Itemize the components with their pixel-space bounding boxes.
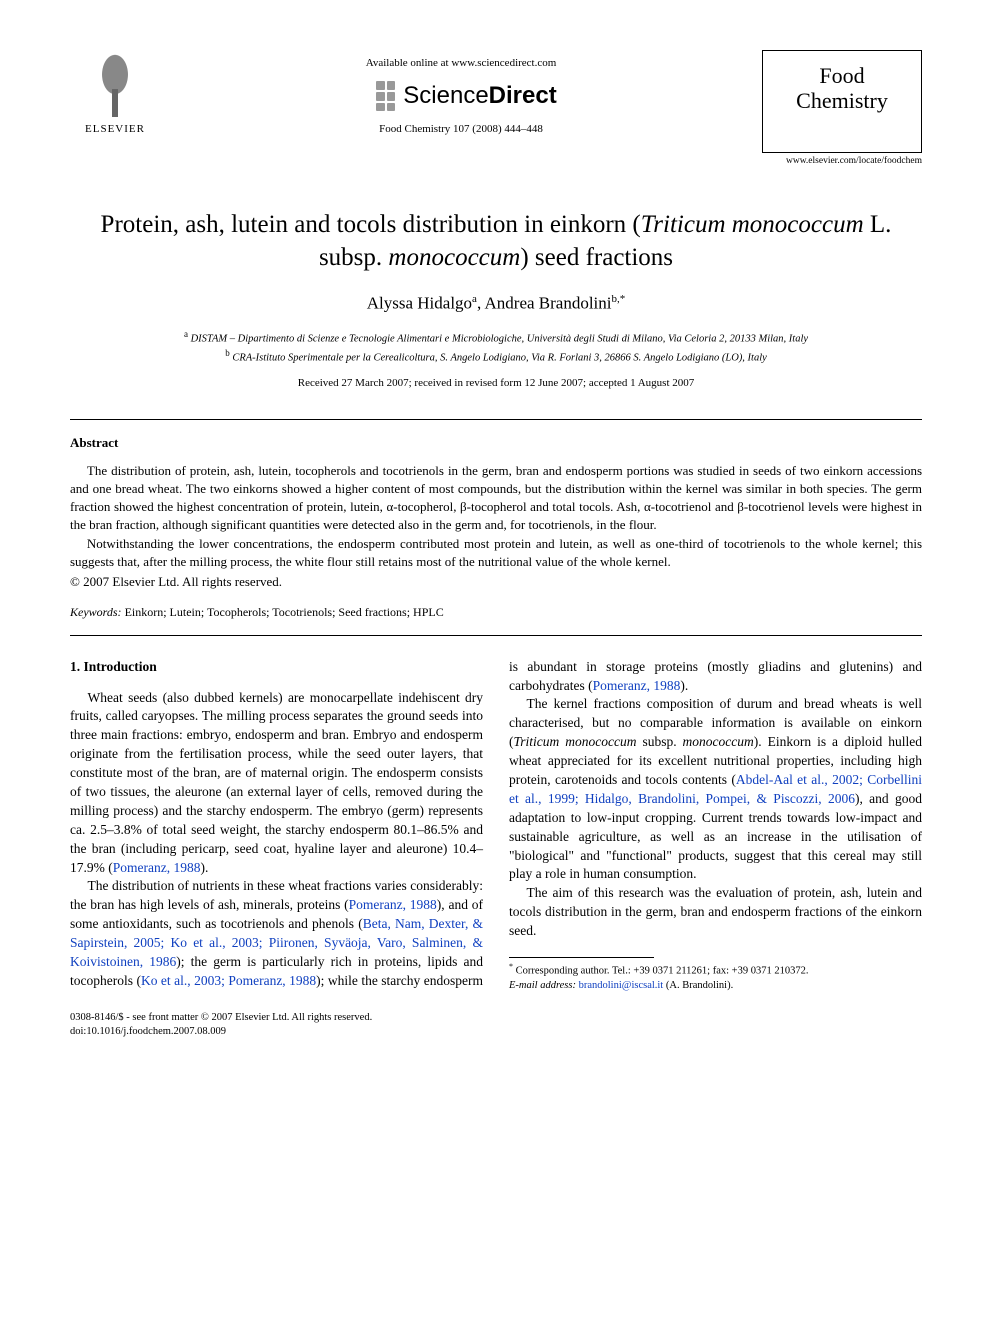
intro-p4: The aim of this research was the evaluat… <box>509 884 922 941</box>
journal-name-line2: Chemistry <box>796 88 888 113</box>
journal-block: Food Chemistry www.elsevier.com/locate/f… <box>762 50 922 167</box>
divider-top <box>70 419 922 420</box>
keywords-label: Keywords: <box>70 605 122 619</box>
intro-p1-text: Wheat seeds (also dubbed kernels) are mo… <box>70 690 483 875</box>
intro-p3-latin: Triticum monococcum <box>514 734 637 749</box>
intro-p3-latin2: monococcum <box>683 734 754 749</box>
title-latin2: monococcum <box>388 244 520 271</box>
corresponding-author-note: * Corresponding author. Tel.: +39 0371 2… <box>509 962 922 979</box>
header-row: ELSEVIER Available online at www.science… <box>70 50 922 167</box>
journal-url: www.elsevier.com/locate/foodchem <box>762 155 922 168</box>
abstract-p2: Notwithstanding the lower concentrations… <box>70 535 922 571</box>
sd-cube-icon <box>365 81 395 111</box>
article-title: Protein, ash, lutein and tocols distribu… <box>70 209 922 274</box>
email-label: E-mail address: <box>509 980 576 991</box>
title-pre: Protein, ash, lutein and tocols distribu… <box>101 211 641 238</box>
footnote-block: * Corresponding author. Tel.: +39 0371 2… <box>509 957 922 993</box>
ref-ko-pomeranz[interactable]: Ko et al., 2003; Pomeranz, 1988 <box>141 973 316 988</box>
ref-beta-2005[interactable]: Beta, Nam, Dexter, & <box>363 916 483 931</box>
elsevier-tree-icon <box>85 50 145 120</box>
corr-text: Corresponding author. Tel.: +39 0371 211… <box>516 965 809 976</box>
footer-line2: doi:10.1016/j.foodchem.2007.08.009 <box>70 1025 922 1039</box>
affiliation-a: a DISTAM – Dipartimento di Scienze e Tec… <box>70 328 922 347</box>
header-center: Available online at www.sciencedirect.co… <box>160 50 762 137</box>
affiliations: a DISTAM – Dipartimento di Scienze e Tec… <box>70 328 922 366</box>
article-dates: Received 27 March 2007; received in revi… <box>70 376 922 391</box>
ref-pomeranz-1988-c[interactable]: Pomeranz, 1988 <box>593 678 681 693</box>
keywords-list: Einkorn; Lutein; Tocopherols; Tocotrieno… <box>125 605 444 619</box>
abstract-body: The distribution of protein, ash, lutein… <box>70 462 922 571</box>
title-latin: Triticum monococcum <box>641 211 864 238</box>
page-footer: 0308-8146/$ - see front matter © 2007 El… <box>70 1011 922 1039</box>
ref-pomeranz-1988-a[interactable]: Pomeranz, 1988 <box>113 860 201 875</box>
intro-p1: Wheat seeds (also dubbed kernels) are mo… <box>70 689 483 878</box>
intro-p3: The kernel fractions composition of duru… <box>509 695 922 884</box>
affil-a-sup: a <box>184 329 188 339</box>
abstract-copyright: © 2007 Elsevier Ltd. All rights reserved… <box>70 573 922 591</box>
affil-a-text: DISTAM – Dipartimento di Scienze e Tecno… <box>191 334 808 345</box>
sd-prefix: Science <box>403 82 488 109</box>
footnotes: * Corresponding author. Tel.: +39 0371 2… <box>509 962 922 993</box>
publisher-logo-block: ELSEVIER <box>70 50 160 137</box>
ref-pomeranz-1988-b[interactable]: Pomeranz, 1988 <box>349 897 437 912</box>
email-owner: (A. Brandolini). <box>666 980 733 991</box>
title-post: ) seed fractions <box>520 244 673 271</box>
publisher-label: ELSEVIER <box>85 122 145 137</box>
abstract-heading: Abstract <box>70 434 922 452</box>
email-line: E-mail address: brandolini@iscsal.it (A.… <box>509 979 922 993</box>
available-online-text: Available online at www.sciencedirect.co… <box>160 56 762 71</box>
author-2-affil: b,* <box>612 293 626 305</box>
affiliation-b: b CRA-Istituto Sperimentale per la Cerea… <box>70 347 922 366</box>
author-2: Andrea Brandolini <box>485 294 612 313</box>
journal-box: Food Chemistry <box>762 50 922 153</box>
citation-line: Food Chemistry 107 (2008) 444–448 <box>160 122 762 137</box>
email-address[interactable]: brandolini@iscsal.it <box>579 980 664 991</box>
keywords-line: Keywords: Einkorn; Lutein; Tocopherols; … <box>70 604 922 620</box>
sd-wordmark: ScienceDirect <box>403 80 556 112</box>
journal-name: Food Chemistry <box>771 63 913 114</box>
footnote-separator <box>509 957 654 958</box>
intro-p3-mid1: subsp. <box>636 734 682 749</box>
affil-b-text: CRA-Istituto Sperimentale per la Cereali… <box>232 353 767 364</box>
affil-b-sup: b <box>225 348 230 358</box>
divider-bottom <box>70 635 922 636</box>
intro-p2-post: ). <box>680 678 688 693</box>
footer-line1: 0308-8146/$ - see front matter © 2007 El… <box>70 1011 922 1025</box>
abstract-p1: The distribution of protein, ash, lutein… <box>70 462 922 535</box>
authors-line: Alyssa Hidalgoa, Andrea Brandolinib,* <box>70 292 922 316</box>
body-columns: 1. Introduction Wheat seeds (also dubbed… <box>70 658 922 993</box>
sciencedirect-logo: ScienceDirect <box>365 80 556 112</box>
sd-suffix: Direct <box>489 82 557 109</box>
intro-heading: 1. Introduction <box>70 658 483 677</box>
journal-name-line1: Food <box>819 63 864 88</box>
corr-label: * <box>509 962 513 971</box>
author-1: Alyssa Hidalgo <box>367 294 472 313</box>
author-1-affil: a <box>472 293 477 305</box>
intro-p1-post: ). <box>200 860 208 875</box>
